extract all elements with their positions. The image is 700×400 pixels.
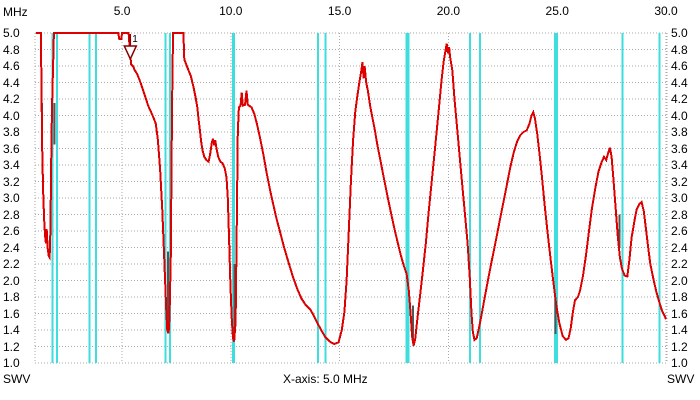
swv-label-left: SWV — [3, 372, 31, 386]
swv-label-right: SWV — [667, 372, 695, 386]
y-tick-label-right: 3.2 — [671, 174, 688, 189]
x-tick-label: 5.0 — [113, 4, 131, 18]
y-tick-label-left: 1.0 — [3, 356, 20, 370]
y-tick-label-right: 4.0 — [671, 108, 688, 123]
x-tick-label: 30.0 — [654, 4, 678, 18]
y-tick-label-right: 1.8 — [671, 290, 688, 304]
marker-triangle-icon — [123, 45, 138, 61]
y-tick-label-left: 5.0 — [3, 26, 20, 40]
y-tick-label-right: 5.0 — [671, 26, 688, 40]
y-tick-label-left: 1.4 — [3, 323, 20, 337]
x-axis-unit-label: MHz — [3, 5, 28, 19]
y-tick-label-left: 4.4 — [3, 75, 20, 90]
x-tick-label: 25.0 — [545, 4, 569, 18]
y-tick-label-left: 2.0 — [3, 273, 20, 288]
y-tick-label-right: 1.2 — [671, 339, 688, 354]
y-tick-label-right: 4.4 — [671, 75, 688, 90]
y-tick-label-left: 3.0 — [3, 191, 20, 205]
y-tick-label-right: 3.0 — [671, 191, 688, 205]
y-tick-label-right: 2.6 — [671, 224, 688, 238]
swr-curve — [36, 32, 667, 346]
y-tick-label-right: 2.2 — [671, 257, 688, 271]
marker-label: 1 — [132, 34, 138, 45]
y-tick-label-right: 3.6 — [671, 141, 688, 156]
y-tick-label-right: 2.4 — [671, 240, 688, 255]
y-tick-label-left: 3.4 — [3, 158, 20, 172]
y-tick-label-left: 4.6 — [3, 59, 20, 73]
y-tick-label-left: 4.8 — [3, 42, 20, 57]
y-tick-label-left: 1.6 — [3, 306, 20, 321]
y-tick-label-left: 2.2 — [3, 257, 20, 271]
y-tick-label-left: 4.2 — [3, 92, 20, 106]
x-tick-label: 20.0 — [436, 4, 461, 18]
x-tick-label: 10.0 — [219, 4, 243, 18]
y-tick-label-left: 3.6 — [3, 141, 20, 156]
x-axis-caption: X-axis: 5.0 MHz — [283, 372, 368, 386]
y-tick-label-right: 4.6 — [671, 59, 688, 73]
y-tick-label-right: 1.6 — [671, 306, 688, 321]
y-tick-label-right: 2.0 — [671, 273, 688, 288]
x-tick-label: 15.0 — [327, 4, 352, 18]
y-tick-label-right: 4.2 — [671, 92, 688, 106]
y-tick-label-left: 3.8 — [3, 125, 20, 139]
frequency-marker[interactable]: 1 — [123, 34, 138, 61]
y-tick-label-left: 2.6 — [3, 224, 20, 238]
y-tick-label-right: 2.8 — [671, 207, 688, 222]
y-tick-label-right: 1.0 — [671, 356, 688, 370]
y-tick-label-left: 1.2 — [3, 339, 20, 354]
y-tick-label-right: 3.8 — [671, 125, 688, 139]
y-tick-label-left: 3.2 — [3, 174, 20, 189]
y-tick-label-left: 1.8 — [3, 290, 20, 304]
y-tick-label-right: 4.8 — [671, 42, 688, 57]
y-tick-label-left: 4.0 — [3, 108, 20, 123]
y-tick-label-left: 2.4 — [3, 240, 20, 255]
y-tick-label-right: 1.4 — [671, 323, 688, 337]
y-tick-label-left: 2.8 — [3, 207, 20, 222]
y-tick-label-right: 3.4 — [671, 158, 688, 172]
